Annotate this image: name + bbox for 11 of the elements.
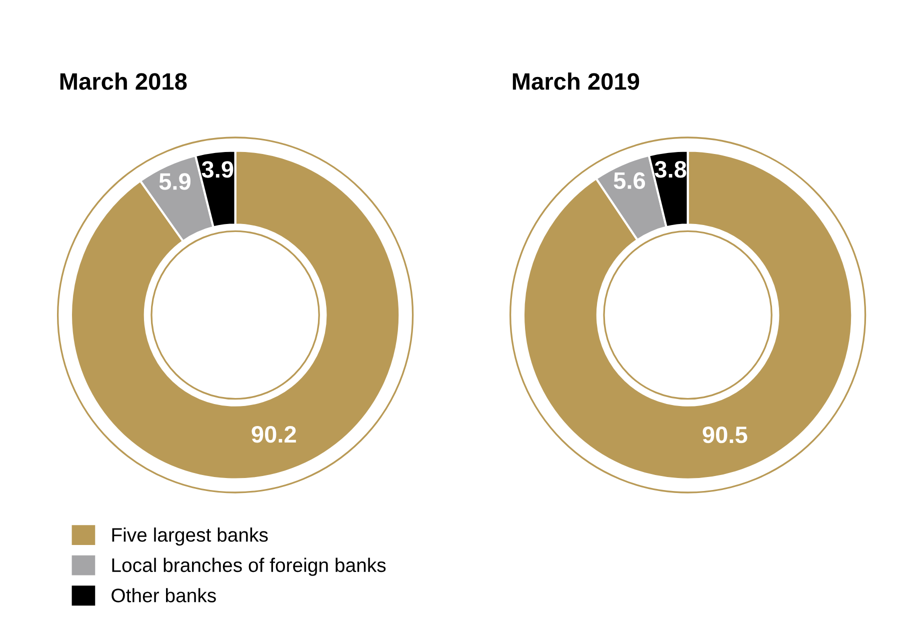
data-label: 5.9 — [159, 173, 190, 190]
data-label: 90.2 — [252, 426, 296, 443]
chart-title: March 2018 — [60, 72, 187, 90]
data-label: 3.9 — [202, 161, 234, 178]
data-label: 5.6 — [614, 172, 646, 189]
legend-label: Other banks — [112, 588, 216, 602]
data-label: 90.5 — [702, 426, 748, 444]
legend-label: Local branches of foreign banks — [112, 558, 386, 576]
data-label: 3.8 — [654, 161, 686, 178]
chart-title: March 2019 — [512, 72, 640, 90]
legend-label: Five largest banks — [112, 528, 268, 546]
